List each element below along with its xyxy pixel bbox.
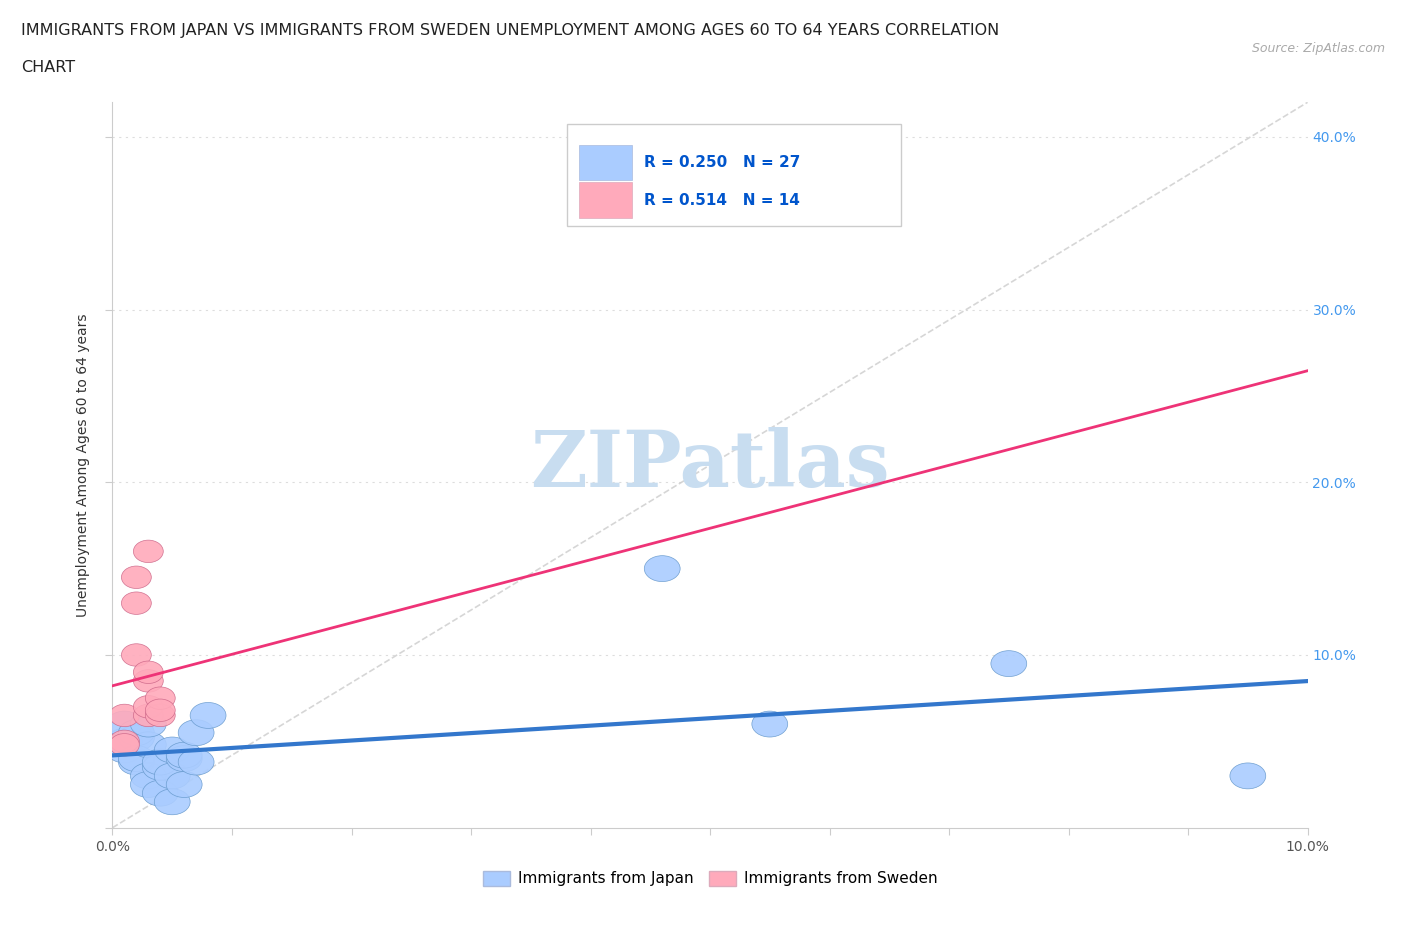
Ellipse shape bbox=[131, 772, 166, 798]
Ellipse shape bbox=[110, 734, 139, 756]
Ellipse shape bbox=[110, 704, 139, 726]
Ellipse shape bbox=[131, 732, 166, 758]
Text: R = 0.250   N = 27: R = 0.250 N = 27 bbox=[644, 155, 800, 170]
Ellipse shape bbox=[107, 711, 142, 737]
Legend: Immigrants from Japan, Immigrants from Sweden: Immigrants from Japan, Immigrants from S… bbox=[477, 864, 943, 893]
Ellipse shape bbox=[155, 737, 190, 763]
Ellipse shape bbox=[134, 540, 163, 563]
Ellipse shape bbox=[110, 730, 139, 752]
Ellipse shape bbox=[121, 644, 152, 666]
Ellipse shape bbox=[179, 720, 214, 746]
Text: R = 0.514   N = 14: R = 0.514 N = 14 bbox=[644, 193, 800, 207]
Ellipse shape bbox=[131, 711, 166, 737]
Ellipse shape bbox=[991, 651, 1026, 677]
Ellipse shape bbox=[752, 711, 787, 737]
Ellipse shape bbox=[142, 754, 179, 780]
Text: ZIPatlas: ZIPatlas bbox=[530, 427, 890, 503]
Ellipse shape bbox=[155, 789, 190, 815]
FancyBboxPatch shape bbox=[579, 145, 633, 180]
Text: IMMIGRANTS FROM JAPAN VS IMMIGRANTS FROM SWEDEN UNEMPLOYMENT AMONG AGES 60 TO 64: IMMIGRANTS FROM JAPAN VS IMMIGRANTS FROM… bbox=[21, 23, 1000, 38]
Text: CHART: CHART bbox=[21, 60, 75, 75]
Ellipse shape bbox=[145, 704, 176, 726]
Ellipse shape bbox=[118, 750, 155, 775]
FancyBboxPatch shape bbox=[567, 124, 901, 226]
Text: Source: ZipAtlas.com: Source: ZipAtlas.com bbox=[1251, 42, 1385, 55]
Ellipse shape bbox=[107, 737, 142, 763]
Ellipse shape bbox=[145, 687, 176, 710]
Y-axis label: Unemployment Among Ages 60 to 64 years: Unemployment Among Ages 60 to 64 years bbox=[76, 313, 90, 617]
Ellipse shape bbox=[134, 696, 163, 718]
Ellipse shape bbox=[166, 742, 202, 768]
Ellipse shape bbox=[131, 763, 166, 789]
Ellipse shape bbox=[145, 699, 176, 722]
FancyBboxPatch shape bbox=[579, 182, 633, 218]
Ellipse shape bbox=[166, 746, 202, 772]
Ellipse shape bbox=[1230, 763, 1265, 789]
Ellipse shape bbox=[134, 661, 163, 684]
Ellipse shape bbox=[142, 750, 179, 775]
Ellipse shape bbox=[179, 750, 214, 775]
Ellipse shape bbox=[107, 728, 142, 754]
Ellipse shape bbox=[142, 780, 179, 806]
Ellipse shape bbox=[190, 702, 226, 728]
Ellipse shape bbox=[118, 746, 155, 772]
Ellipse shape bbox=[644, 556, 681, 581]
Ellipse shape bbox=[118, 725, 155, 751]
Ellipse shape bbox=[134, 670, 163, 692]
Ellipse shape bbox=[121, 566, 152, 589]
Ellipse shape bbox=[121, 592, 152, 615]
Ellipse shape bbox=[134, 704, 163, 726]
Ellipse shape bbox=[118, 720, 155, 746]
Ellipse shape bbox=[166, 772, 202, 798]
Ellipse shape bbox=[155, 763, 190, 789]
